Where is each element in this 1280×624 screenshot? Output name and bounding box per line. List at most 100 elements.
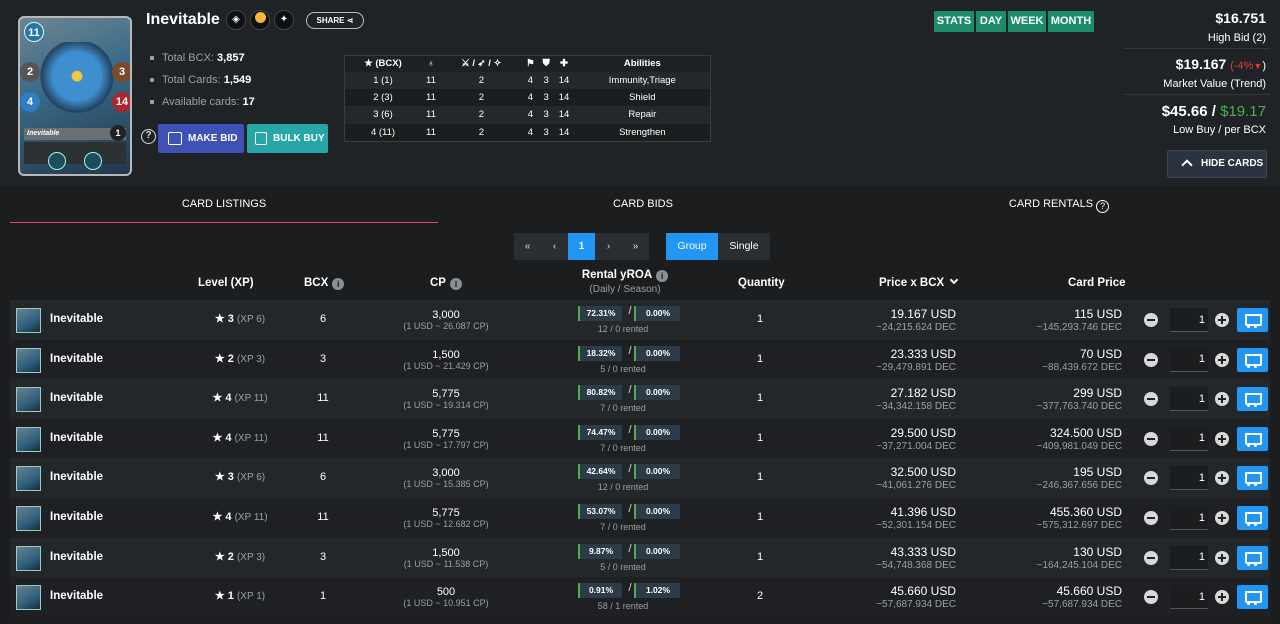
add-to-cart-button[interactable] — [1237, 545, 1268, 570]
season-roa: 0.00% — [634, 504, 680, 519]
quantity-input[interactable] — [1170, 426, 1208, 451]
ability-icon-2 — [84, 152, 102, 170]
table-row[interactable]: Inevitable ★ 4 (XP 11) 11 5,775 (1 USD ~ 17.… — [10, 418, 1270, 459]
minus-icon[interactable] — [1144, 313, 1158, 327]
minus-icon[interactable] — [1144, 511, 1158, 525]
quantity-input[interactable] — [1170, 506, 1208, 530]
plus-icon[interactable] — [1215, 550, 1229, 565]
group-view-button[interactable]: Group — [666, 233, 718, 260]
quantity-input[interactable] — [1170, 347, 1208, 372]
card-name[interactable]: Inevitable — [50, 313, 104, 325]
tab-card-listings[interactable]: CARD LISTINGS — [10, 186, 438, 223]
minus-icon[interactable] — [1144, 590, 1158, 605]
col-price-bcx[interactable]: Price x BCX — [879, 268, 959, 300]
add-to-cart-button[interactable] — [1237, 347, 1268, 372]
tab-week[interactable]: WEEK — [1008, 11, 1046, 32]
info-icon[interactable]: i — [656, 270, 669, 282]
card-name[interactable]: Inevitable — [50, 511, 104, 523]
rentals-help-icon[interactable]: ? — [1096, 200, 1110, 213]
card-bcx: 6 — [319, 471, 327, 484]
minus-icon[interactable] — [1144, 550, 1158, 565]
table-row[interactable]: Inevitable ★ 4 (XP 11) 11 5,775 (1 USD ~ 19.… — [10, 379, 1270, 419]
add-to-cart-button[interactable] — [1237, 466, 1268, 491]
hide-cards-button[interactable]: HIDE CARDS — [1167, 150, 1267, 178]
add-to-cart-button[interactable] — [1237, 506, 1268, 530]
card-name[interactable]: Inevitable — [50, 590, 104, 603]
tab-stats[interactable]: STATS — [934, 11, 974, 32]
card-thumbnail[interactable] — [16, 466, 41, 492]
plus-icon[interactable] — [1215, 511, 1229, 525]
plus-icon[interactable] — [1215, 392, 1229, 407]
page-current-button[interactable]: 1 — [568, 233, 595, 260]
add-to-cart-button[interactable] — [1237, 585, 1268, 610]
card-thumbnail[interactable] — [16, 426, 41, 452]
page-first-button[interactable]: « — [514, 233, 541, 260]
card-name[interactable]: Inevitable — [50, 352, 104, 365]
table-row[interactable]: Inevitable ★ 3 (XP 6) 6 3,000 (1 USD ~ 15.38… — [10, 458, 1270, 498]
page-next-button[interactable]: › — [595, 233, 622, 260]
level-table-header: ⛊ — [539, 55, 554, 72]
info-icon[interactable]: i — [449, 278, 462, 290]
page-prev-button[interactable]: ‹ — [541, 233, 568, 260]
col-quantity[interactable]: Quantity — [738, 277, 785, 289]
quantity-input[interactable] — [1170, 545, 1208, 570]
card-image[interactable]: 11 2 4 3 14 Inevitable 1 — [18, 16, 132, 176]
single-view-button[interactable]: Single — [718, 233, 770, 260]
share-button[interactable]: SHARE ⋖ — [306, 12, 364, 29]
quantity-input[interactable] — [1170, 466, 1208, 491]
minus-icon[interactable] — [1144, 471, 1158, 486]
plus-icon[interactable] — [1215, 471, 1229, 486]
add-to-cart-button[interactable] — [1237, 387, 1268, 412]
plus-icon[interactable] — [1215, 590, 1229, 605]
card-art — [34, 42, 120, 118]
col-rental[interactable]: Rental yROA i (Daily / Season) — [566, 268, 684, 300]
tab-card-bids[interactable]: CARD BIDS — [613, 198, 673, 210]
bulk-buy-button[interactable]: BULK BUY — [247, 124, 328, 153]
col-cp[interactable]: CP i — [430, 268, 462, 300]
daily-roa: 80.82% — [578, 385, 622, 401]
add-to-cart-button[interactable] — [1237, 426, 1268, 451]
card-bcx: 11 — [317, 431, 329, 444]
make-bid-button[interactable]: MAKE BID — [158, 124, 244, 153]
table-row[interactable]: Inevitable ★ 1 (XP 1) 1 500 (1 USD ~ 10.951 … — [10, 577, 1270, 617]
card-thumbnail[interactable] — [16, 347, 41, 373]
table-row[interactable]: Inevitable ★ 3 (XP 6) 6 3,000 (1 USD ~ 26.08… — [10, 300, 1270, 340]
add-to-cart-button[interactable] — [1237, 308, 1268, 332]
price-per-bcx: 32.500 USD ~41,061.276 DEC — [876, 465, 956, 492]
plus-icon[interactable] — [1215, 313, 1229, 327]
market-value-label: Market Value (Trend) — [1163, 78, 1266, 90]
tab-card-rentals[interactable]: CARD RENTALS ? — [848, 186, 1270, 223]
card-thumbnail[interactable] — [16, 585, 41, 611]
card-cp: 3,000 (1 USD ~ 15.385 CP) — [403, 467, 489, 490]
table-row[interactable]: Inevitable ★ 2 (XP 3) 3 1,500 (1 USD ~ 11.53… — [10, 537, 1270, 578]
quantity-input[interactable] — [1170, 308, 1208, 332]
help-icon[interactable]: ? — [141, 129, 156, 144]
card-thumbnail[interactable] — [16, 545, 41, 571]
quantity-input[interactable] — [1170, 387, 1208, 412]
quantity-input[interactable] — [1170, 585, 1208, 610]
table-row[interactable]: Inevitable ★ 4 (XP 11) 11 5,775 (1 USD ~ 12.… — [10, 498, 1270, 538]
table-row[interactable]: Inevitable ★ 2 (XP 3) 3 1,500 (1 USD ~ 21.42… — [10, 339, 1270, 380]
minus-icon[interactable] — [1144, 352, 1158, 367]
minus-icon[interactable] — [1144, 431, 1158, 446]
plus-icon[interactable] — [1215, 431, 1229, 446]
info-icon[interactable]: i — [332, 278, 345, 290]
card-thumbnail[interactable] — [16, 387, 41, 413]
page-last-button[interactable]: » — [622, 233, 649, 260]
high-bid-value: $16.751 — [1215, 10, 1266, 26]
card-name[interactable]: Inevitable — [50, 431, 104, 444]
card-thumbnail[interactable] — [16, 506, 41, 531]
tab-day[interactable]: DAY — [976, 11, 1006, 32]
card-name[interactable]: Inevitable — [50, 392, 104, 405]
col-bcx[interactable]: BCX i — [304, 268, 345, 300]
plus-icon[interactable] — [1215, 352, 1229, 367]
rented-count: 12 / 0 rented — [597, 482, 649, 493]
card-name[interactable]: Inevitable — [50, 471, 104, 484]
card-thumbnail[interactable] — [16, 308, 41, 333]
minus-icon[interactable] — [1144, 392, 1158, 407]
card-name[interactable]: Inevitable — [50, 550, 104, 563]
col-card-price[interactable]: Card Price — [1068, 277, 1126, 289]
rental-yroa: 80.82%/0.00% 7 / 0 rented — [566, 379, 680, 419]
tab-month[interactable]: MONTH — [1048, 11, 1094, 32]
col-level[interactable]: Level (XP) — [198, 277, 254, 289]
